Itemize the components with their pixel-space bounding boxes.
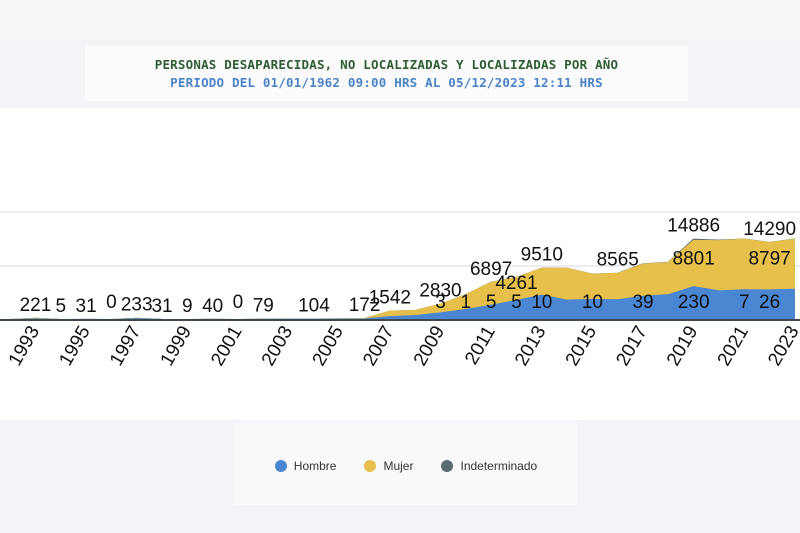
x-tick-label: 2017 bbox=[612, 323, 651, 370]
data-label: 1 bbox=[461, 292, 472, 313]
plot-area: 221 5 31 0 233 31 9 40 0 79 104 172 1542 2830 6897 4261… bbox=[0, 108, 800, 420]
data-label: 0 bbox=[106, 292, 117, 313]
x-tick-label: 2019 bbox=[663, 323, 702, 370]
area-hombre bbox=[10, 287, 795, 320]
data-label: 2830 bbox=[419, 281, 461, 302]
data-label: 10 bbox=[531, 292, 552, 313]
data-label: 1542 bbox=[369, 288, 411, 309]
data-label: 8565 bbox=[597, 250, 639, 271]
data-label: 6897 bbox=[470, 259, 512, 280]
data-label: 40 bbox=[202, 296, 223, 317]
data-label: 31 bbox=[76, 296, 97, 317]
x-tick-label: 2003 bbox=[258, 323, 297, 370]
legend-label: Hombre bbox=[293, 459, 337, 473]
data-label: 5 bbox=[486, 292, 497, 313]
data-label: 172 bbox=[349, 295, 381, 316]
data-label: 7 bbox=[739, 292, 750, 313]
top-strip bbox=[0, 0, 800, 40]
x-tick-label: 2011 bbox=[461, 323, 500, 369]
data-label: 14886 bbox=[667, 216, 720, 237]
data-label: 4261 bbox=[495, 273, 537, 294]
legend-swatch bbox=[364, 460, 377, 472]
legend-label: Indeterminado bbox=[460, 459, 538, 473]
legend-item-hombre[interactable]: Hombre bbox=[274, 459, 337, 473]
data-label: 0 bbox=[233, 292, 244, 313]
chart-title: PERSONAS DESAPARECIDAS, NO LOCALIZADAS Y… bbox=[154, 57, 619, 72]
data-label: 230 bbox=[678, 292, 710, 313]
legend: Hombre Mujer Indeterminado bbox=[234, 459, 578, 473]
title-box: PERSONAS DESAPARECIDAS, NO LOCALIZADAS Y… bbox=[85, 45, 688, 101]
data-label: 31 bbox=[151, 296, 172, 317]
legend-swatch bbox=[441, 460, 454, 472]
data-label: 9 bbox=[182, 296, 193, 317]
chart-subtitle: PERIODO DEL 01/01/1962 09:00 HRS AL 05/1… bbox=[170, 75, 603, 90]
x-tick-label: 1999 bbox=[157, 323, 196, 370]
data-label: 3 bbox=[435, 292, 446, 313]
x-tick-label: 2021 bbox=[714, 323, 753, 370]
x-tick-label: 2005 bbox=[309, 323, 348, 370]
legend-item-mujer[interactable]: Mujer bbox=[364, 459, 413, 473]
legend-box: Hombre Mujer Indeterminado bbox=[234, 423, 578, 505]
x-tick-label: 2023 bbox=[764, 323, 800, 370]
legend-swatch bbox=[274, 460, 287, 472]
data-label: 233 bbox=[121, 295, 153, 316]
data-label: 8797 bbox=[748, 248, 790, 269]
x-tick-label: 1995 bbox=[55, 323, 94, 370]
x-tick-label: 2007 bbox=[359, 323, 398, 370]
data-label: 8801 bbox=[673, 248, 715, 269]
x-tick-label: 2009 bbox=[410, 323, 449, 370]
data-label: 10 bbox=[582, 292, 603, 313]
legend-label: Mujer bbox=[383, 459, 414, 473]
x-tick-label: 1993 bbox=[5, 323, 44, 370]
x-tick-label: 1997 bbox=[106, 323, 145, 370]
x-tick-label: 2013 bbox=[511, 323, 550, 370]
x-tick-label: 2001 bbox=[207, 323, 246, 370]
data-label: 26 bbox=[759, 292, 780, 313]
data-label: 14290 bbox=[743, 219, 796, 240]
legend-item-indeterminado[interactable]: Indeterminado bbox=[441, 459, 537, 473]
data-label: 5 bbox=[55, 296, 66, 317]
data-label: 79 bbox=[253, 296, 274, 317]
x-tick-label: 2015 bbox=[562, 323, 601, 370]
data-label: 5 bbox=[511, 292, 522, 313]
data-label: 39 bbox=[632, 292, 653, 313]
data-label: 9510 bbox=[521, 245, 563, 266]
data-label: 104 bbox=[298, 295, 330, 316]
data-label: 221 bbox=[20, 295, 52, 316]
